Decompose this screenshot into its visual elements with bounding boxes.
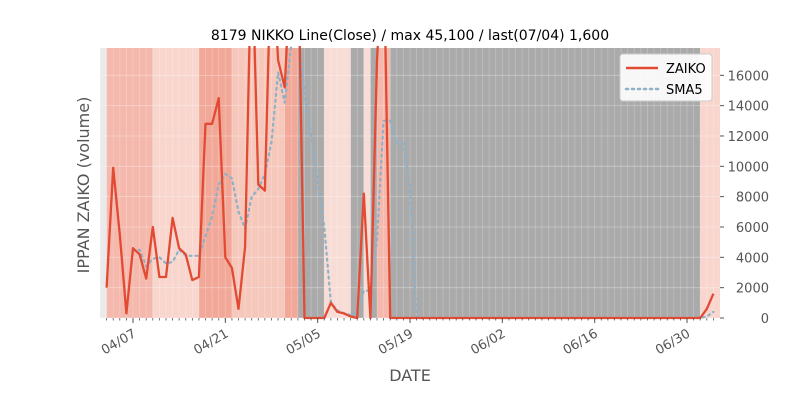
chart-title: 8179 NIKKO Line(Close) / max 45,100 / la… [211, 28, 609, 44]
y-tick-label-3: 6000 [736, 221, 769, 236]
series-lines [105, 46, 715, 320]
x-tick-label-5: 06/16 [561, 326, 601, 358]
y-tick-label-1: 2000 [736, 282, 769, 297]
background-band-7 [337, 48, 351, 318]
background-band-13 [700, 48, 720, 318]
legend-label-sma5: SMA5 [666, 83, 703, 98]
x-tick-label-0: 04/07 [99, 326, 139, 358]
background-bands [99, 48, 720, 318]
background-band-2 [198, 48, 232, 318]
series-line-zaiko [105, 46, 715, 320]
x-tick-label-4: 06/02 [468, 326, 508, 358]
series-line-sma5 [131, 46, 715, 320]
y-tick-label-2: 4000 [736, 251, 769, 266]
x-tick-label-6: 06/30 [653, 326, 693, 358]
legend: ZAIKO SMA5 [619, 53, 713, 102]
ticks: 0 2000 4000 6000 8000 10000 12000 14000 16000 04/… [99, 69, 769, 358]
background-band-4 [284, 48, 298, 318]
x-tick-label-3: 05/19 [376, 326, 416, 358]
background-band-6 [324, 48, 338, 318]
background-band-9 [363, 48, 371, 318]
legend-label-zaiko: ZAIKO [666, 62, 706, 77]
x-axis-title: DATE [389, 366, 431, 385]
y-tick-label-4: 8000 [736, 191, 769, 206]
y-tick-label-6: 12000 [728, 130, 769, 145]
y-axis-title: IPPAN ZAIKO (volume) [74, 97, 93, 274]
y-tick-label-0: 0 [761, 312, 769, 327]
y-tick-label-8: 16000 [728, 69, 769, 84]
y-tick-label-7: 14000 [728, 100, 769, 115]
x-tick-label-1: 04/21 [191, 326, 231, 358]
x-tick-label-2: 05/05 [284, 326, 324, 358]
y-tick-label-5: 10000 [728, 160, 769, 175]
